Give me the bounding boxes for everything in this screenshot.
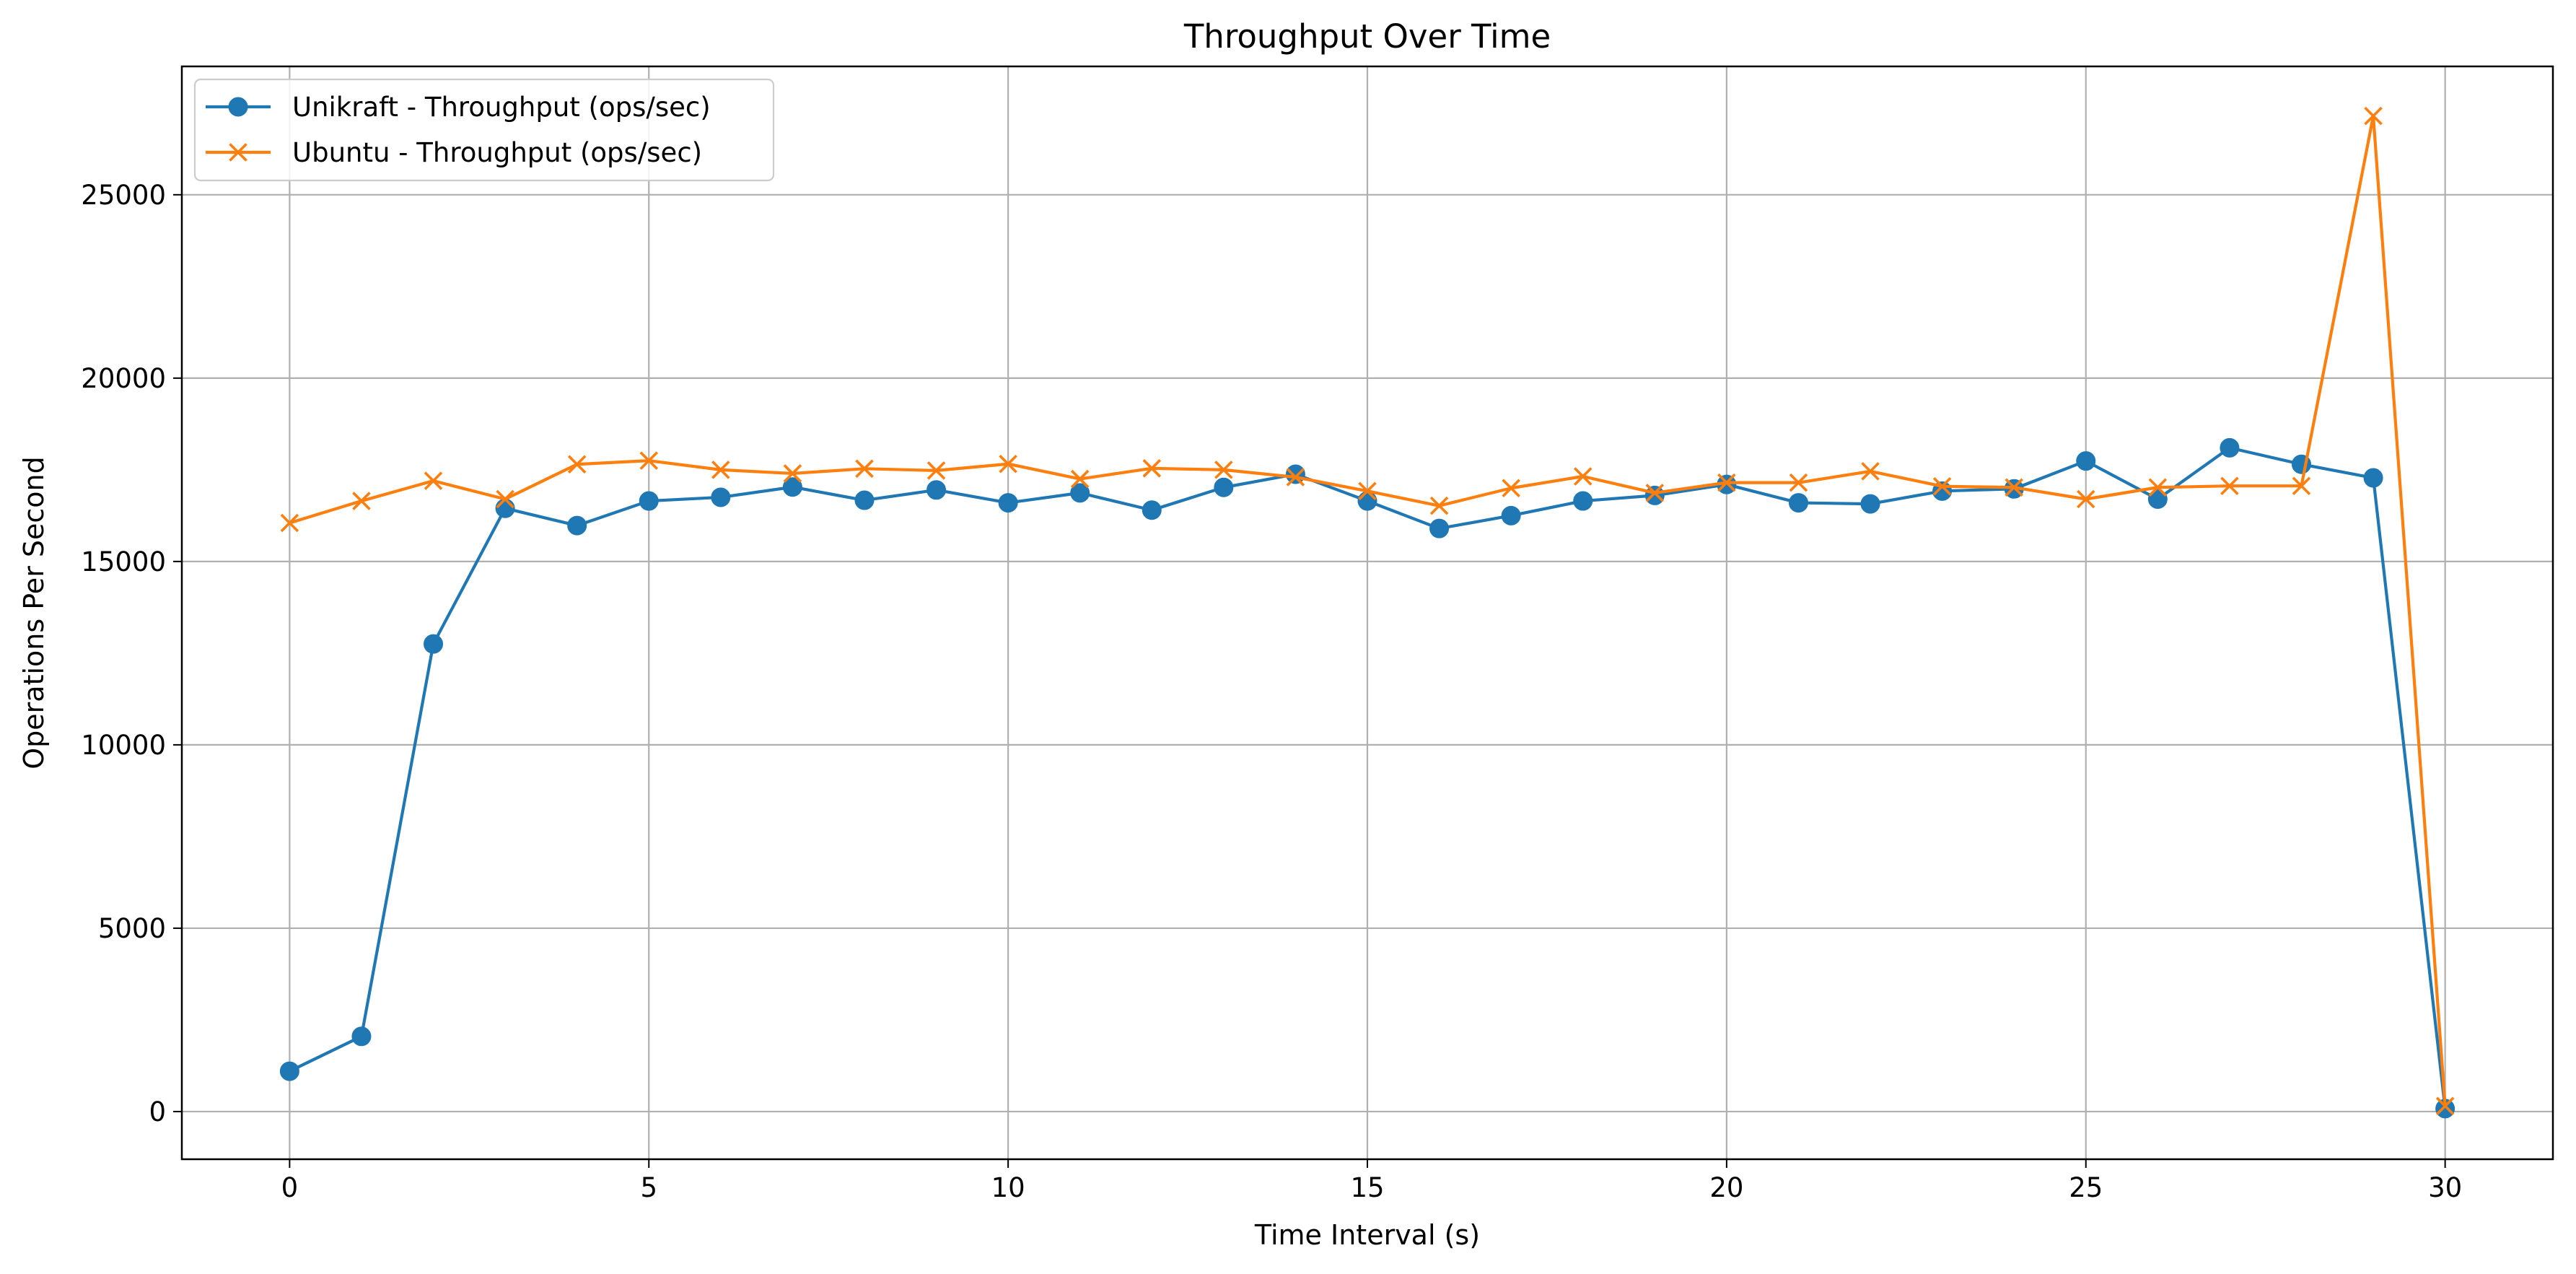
x-tick-label: 5 [640, 1172, 657, 1203]
data-point [567, 515, 587, 536]
x-tick-label: 0 [281, 1172, 299, 1203]
y-axis-label: Operations Per Second [18, 456, 50, 769]
x-tick-label: 10 [991, 1172, 1025, 1203]
data-point [639, 451, 659, 470]
legend-marker [229, 143, 247, 162]
data-point [1932, 476, 1952, 496]
data-point [1717, 473, 1736, 492]
x-tick-label: 30 [2428, 1172, 2462, 1203]
data-point [926, 480, 947, 500]
data-point [2220, 476, 2239, 495]
data-point [1861, 462, 1880, 481]
data-point [1860, 494, 1880, 514]
data-point [2076, 489, 2095, 509]
y-tick-label: 25000 [81, 180, 166, 211]
data-point [496, 489, 514, 509]
data-point [1429, 496, 1449, 515]
legend-label: Ubuntu - Throughput (ops/sec) [292, 137, 702, 168]
data-point [1286, 468, 1305, 487]
data-point [2363, 468, 2383, 488]
data-point [783, 464, 802, 483]
legend-entries: Unikraft - Throughput (ops/sec) Ubuntu - … [206, 92, 711, 168]
data-point [424, 471, 443, 490]
data-point [1501, 505, 1521, 525]
data-point [2005, 478, 2023, 497]
data-point [639, 491, 659, 511]
data-point [2076, 451, 2096, 471]
data-point [1142, 500, 1162, 520]
data-point [855, 459, 874, 479]
x-tick-label: 15 [1350, 1172, 1384, 1203]
series-2 [280, 106, 2455, 1116]
y-tick-label: 15000 [81, 546, 166, 577]
grid [182, 66, 2553, 1159]
data-point [1644, 485, 1665, 505]
data-point [711, 461, 730, 479]
y-tick-label: 5000 [98, 913, 166, 944]
data-point [926, 461, 946, 480]
data-point [2220, 437, 2240, 458]
data-point [1357, 491, 1377, 511]
data-point [2148, 478, 2168, 497]
data-point [2435, 1096, 2455, 1116]
data-point [1070, 469, 1090, 489]
data-point [280, 513, 299, 533]
data-point [1788, 493, 1808, 513]
x-axis-ticks: 0 5 10 15 20 25 30 [281, 1159, 2462, 1203]
y-tick-label: 20000 [81, 363, 166, 394]
legend: Unikraft - Throughput (ops/sec) Ubuntu - … [193, 78, 775, 182]
data-point [782, 477, 802, 497]
legend-box [193, 78, 775, 182]
data-point [567, 455, 587, 474]
legend-label: Unikraft - Throughput (ops/sec) [292, 92, 711, 123]
data-point [1142, 459, 1162, 478]
data-point [1214, 477, 1234, 497]
chart-title: Throughput Over Time [1183, 17, 1551, 56]
data-point [1573, 467, 1593, 486]
y-tick-label: 0 [149, 1096, 166, 1127]
data-point [2292, 476, 2311, 495]
x-axis-label: Time Interval (s) [1254, 1219, 1480, 1251]
data-point [711, 487, 731, 507]
y-tick-label: 10000 [81, 730, 166, 761]
data-point [279, 1061, 299, 1081]
x-tick-label: 20 [1709, 1172, 1743, 1203]
series-lines [279, 106, 2455, 1119]
data-point [998, 493, 1018, 513]
x-tick-label: 25 [2069, 1172, 2103, 1203]
data-point [999, 454, 1017, 474]
data-point [1214, 461, 1233, 479]
legend-marker [228, 97, 248, 117]
data-point [1429, 518, 1450, 538]
data-point [2364, 106, 2383, 126]
y-axis-ticks: 0 5000 10000 15000 20000 25000 [81, 180, 182, 1127]
data-point [2147, 489, 2168, 510]
data-point [352, 492, 371, 510]
data-point [424, 634, 444, 654]
data-point [1789, 473, 1808, 492]
data-point [1645, 484, 1665, 502]
data-point [1502, 479, 1520, 498]
data-point [1285, 464, 1305, 484]
data-point [495, 498, 515, 518]
data-point [854, 490, 875, 510]
data-point [1358, 481, 1377, 501]
data-point [351, 1026, 372, 1047]
data-point [1573, 491, 1593, 511]
data-point [1070, 483, 1090, 503]
